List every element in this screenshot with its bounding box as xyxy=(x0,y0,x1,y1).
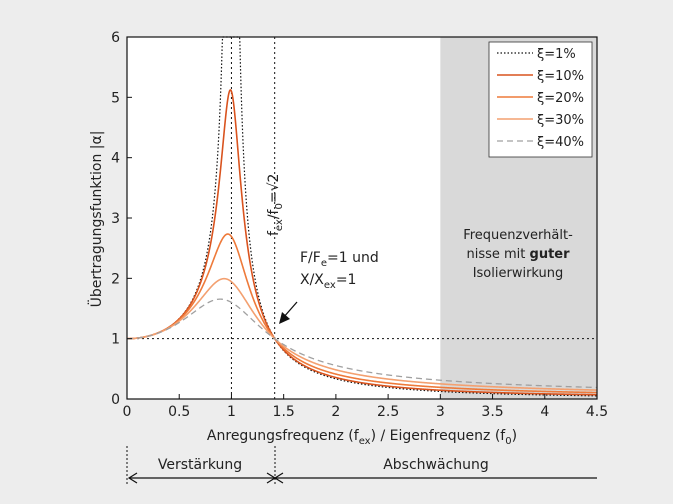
x-tick-label-9: 4.5 xyxy=(586,404,608,420)
isolation-text-line1: Frequenzverhält- xyxy=(463,228,573,243)
region-indicator xyxy=(126,446,597,484)
y-tick-label-5: 5 xyxy=(111,90,120,106)
x-tick-label-0: 0 xyxy=(123,404,132,420)
y-tick-label-6: 6 xyxy=(111,30,120,46)
legend-label-1: ξ=10% xyxy=(537,69,584,84)
sqrt2-label: fex/f0=√2 xyxy=(266,174,285,236)
isolation-text-line2: nisse mit guter xyxy=(466,247,570,262)
x-tick-label-3: 1.5 xyxy=(273,404,295,420)
region-right-label: Abschwächung xyxy=(383,457,489,473)
x-tick-label-1: 0.5 xyxy=(168,404,190,420)
y-tick-label-0: 0 xyxy=(111,392,120,408)
x-tick-label-5: 2.5 xyxy=(377,404,399,420)
crossing-annotation-line2: X/Xex=1 xyxy=(300,272,356,291)
series-line-0 xyxy=(127,36,597,397)
axis-ticks: 0 0.5 1 1.5 2 2.5 3 3.5 4 4.5 0 1 2 3 4 5 6 xyxy=(111,30,608,420)
legend-label-2: ξ=20% xyxy=(537,91,584,106)
region-left-label: Verstärkung xyxy=(158,457,242,473)
x-axis-label: Anregungsfrequenz (fex) / Eigenfrequenz … xyxy=(207,428,517,447)
series-line-2 xyxy=(127,233,597,394)
series-line-1 xyxy=(127,89,598,396)
y-tick-label-1: 1 xyxy=(111,332,120,348)
crossing-annotation-line1: F/Fe=1 und xyxy=(300,250,379,269)
x-tick-label-6: 3 xyxy=(436,404,445,420)
series-line-3 xyxy=(127,277,598,391)
x-tick-label-4: 2 xyxy=(331,404,340,420)
legend-label-4: ξ=40% xyxy=(537,135,584,150)
series-line-4 xyxy=(127,298,598,389)
y-tick-label-3: 3 xyxy=(111,211,120,227)
crossing-arrow xyxy=(279,301,298,324)
legend-box xyxy=(488,41,593,158)
y-axis-label: Übertragungsfunktion |α| xyxy=(87,131,105,308)
legend-label-3: ξ=30% xyxy=(537,113,584,128)
series-layer xyxy=(127,36,598,397)
x-tick-label-2: 1 xyxy=(227,404,236,420)
legend-label-0: ξ=1% xyxy=(537,47,576,62)
x-tick-label-7: 3.5 xyxy=(481,404,503,420)
y-tick-label-2: 2 xyxy=(111,271,120,287)
y-tick-label-4: 4 xyxy=(111,151,120,167)
x-tick-label-8: 4 xyxy=(540,404,549,420)
legend: ξ=1% ξ=10% ξ=20% ξ=30% ξ=40% xyxy=(488,41,593,158)
isolation-text-line3: Isolierwirkung xyxy=(473,266,564,281)
